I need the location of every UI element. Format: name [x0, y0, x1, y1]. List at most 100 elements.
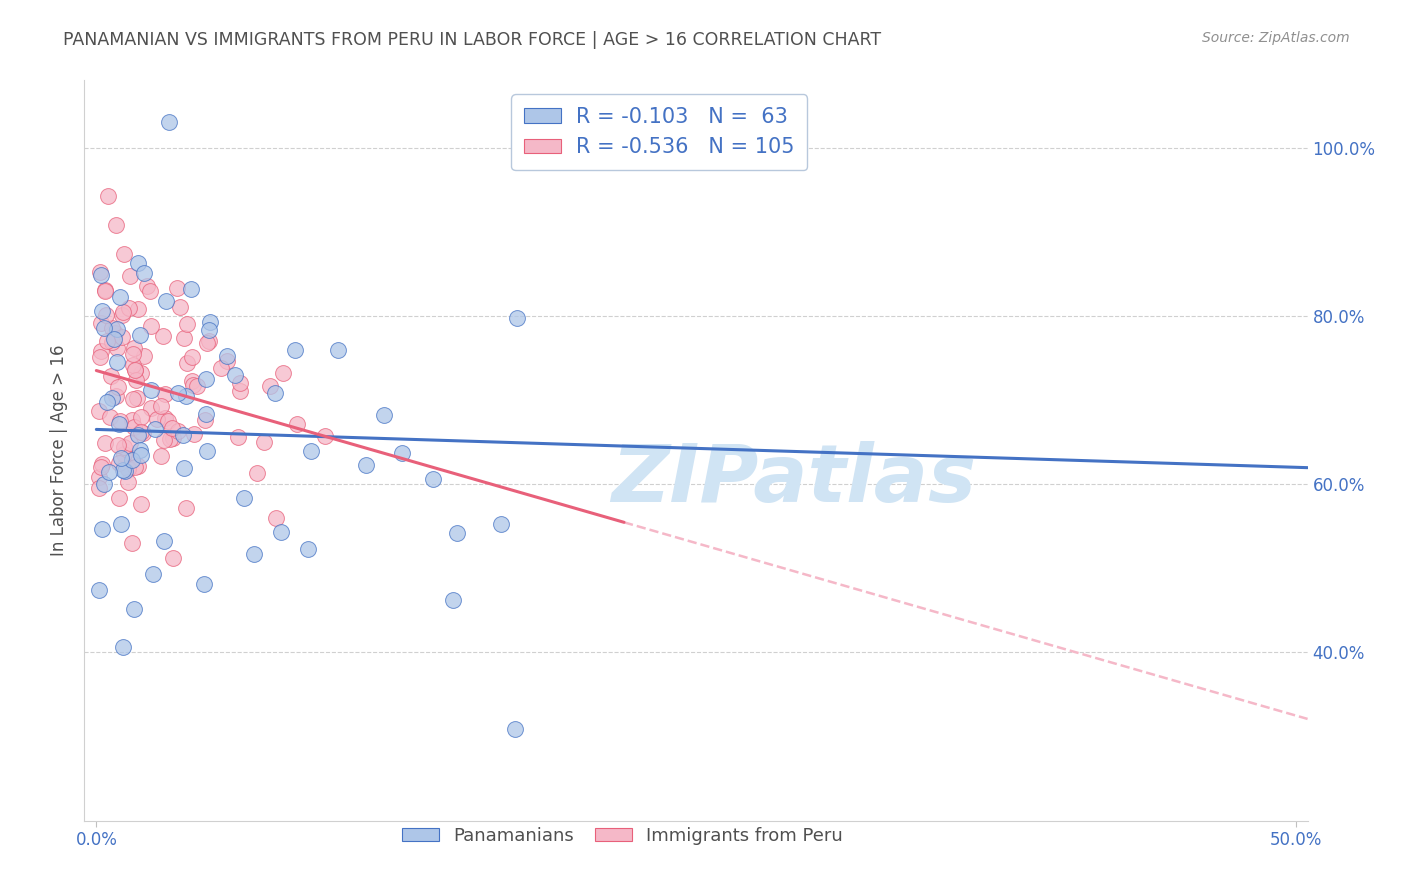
Point	[91, 304, 114, 318]
Point	[180, 282, 202, 296]
Point	[104, 326, 127, 341]
Point	[441, 593, 464, 607]
Point	[121, 453, 143, 467]
Point	[90, 268, 112, 283]
Point	[153, 533, 176, 548]
Point	[173, 331, 195, 345]
Point	[505, 311, 527, 326]
Point	[152, 434, 174, 448]
Point	[172, 427, 194, 442]
Point	[111, 305, 134, 319]
Point	[270, 524, 292, 539]
Point	[112, 440, 135, 454]
Point	[229, 376, 252, 391]
Point	[114, 458, 136, 472]
Text: Source: ZipAtlas.com: Source: ZipAtlas.com	[1202, 31, 1350, 45]
Point	[87, 404, 110, 418]
Point	[233, 491, 256, 505]
Point	[104, 389, 127, 403]
Point	[124, 363, 146, 377]
Point	[180, 374, 202, 388]
Point	[122, 341, 145, 355]
Point	[118, 269, 141, 284]
Point	[89, 264, 111, 278]
Point	[174, 388, 197, 402]
Point	[145, 422, 167, 436]
Point	[157, 115, 180, 129]
Point	[110, 517, 132, 532]
Point	[112, 247, 135, 261]
Point	[169, 301, 191, 315]
Point	[94, 284, 117, 298]
Point	[104, 218, 127, 232]
Point	[108, 414, 131, 428]
Point	[132, 266, 155, 280]
Point	[127, 256, 149, 270]
Point	[105, 322, 128, 336]
Legend: Panamanians, Immigrants from Peru: Panamanians, Immigrants from Peru	[395, 820, 851, 853]
Point	[96, 334, 118, 348]
Point	[162, 551, 184, 566]
Point	[176, 356, 198, 370]
Point	[129, 442, 152, 457]
Point	[105, 355, 128, 369]
Point	[215, 349, 238, 363]
Point	[166, 281, 188, 295]
Point	[297, 542, 319, 557]
Point	[105, 341, 128, 355]
Point	[122, 392, 145, 406]
Point	[90, 316, 112, 330]
Point	[89, 351, 111, 365]
Point	[87, 583, 110, 598]
Point	[141, 319, 163, 334]
Point	[446, 525, 468, 540]
Point	[264, 511, 287, 525]
Point	[112, 463, 135, 477]
Point	[128, 328, 150, 343]
Point	[180, 350, 202, 364]
Point	[125, 392, 148, 406]
Point	[110, 450, 132, 465]
Point	[181, 378, 204, 392]
Point	[162, 431, 184, 445]
Point	[229, 384, 252, 398]
Point	[117, 461, 139, 475]
Point	[96, 395, 118, 409]
Point	[174, 501, 197, 516]
Point	[132, 426, 155, 441]
Point	[160, 421, 183, 435]
Point	[93, 320, 115, 334]
Point	[489, 517, 512, 532]
Point	[124, 602, 146, 616]
Point	[391, 446, 413, 460]
Point	[93, 477, 115, 491]
Point	[118, 436, 141, 450]
Point	[141, 401, 163, 416]
Point	[198, 315, 221, 329]
Point	[121, 413, 143, 427]
Point	[139, 383, 162, 397]
Point	[253, 434, 276, 449]
Point	[422, 472, 444, 486]
Point	[117, 462, 139, 476]
Point	[121, 535, 143, 549]
Point	[283, 343, 305, 358]
Point	[127, 427, 149, 442]
Point	[149, 449, 172, 463]
Point	[118, 301, 141, 315]
Point	[110, 290, 132, 304]
Point	[121, 358, 143, 372]
Point	[107, 417, 129, 431]
Point	[129, 366, 152, 380]
Point	[166, 424, 188, 438]
Point	[129, 409, 152, 424]
Point	[101, 391, 124, 405]
Point	[90, 522, 112, 536]
Point	[90, 343, 112, 358]
Point	[271, 366, 294, 380]
Point	[193, 576, 215, 591]
Point	[195, 335, 218, 350]
Point	[103, 332, 125, 346]
Point	[217, 354, 239, 368]
Point	[299, 444, 322, 458]
